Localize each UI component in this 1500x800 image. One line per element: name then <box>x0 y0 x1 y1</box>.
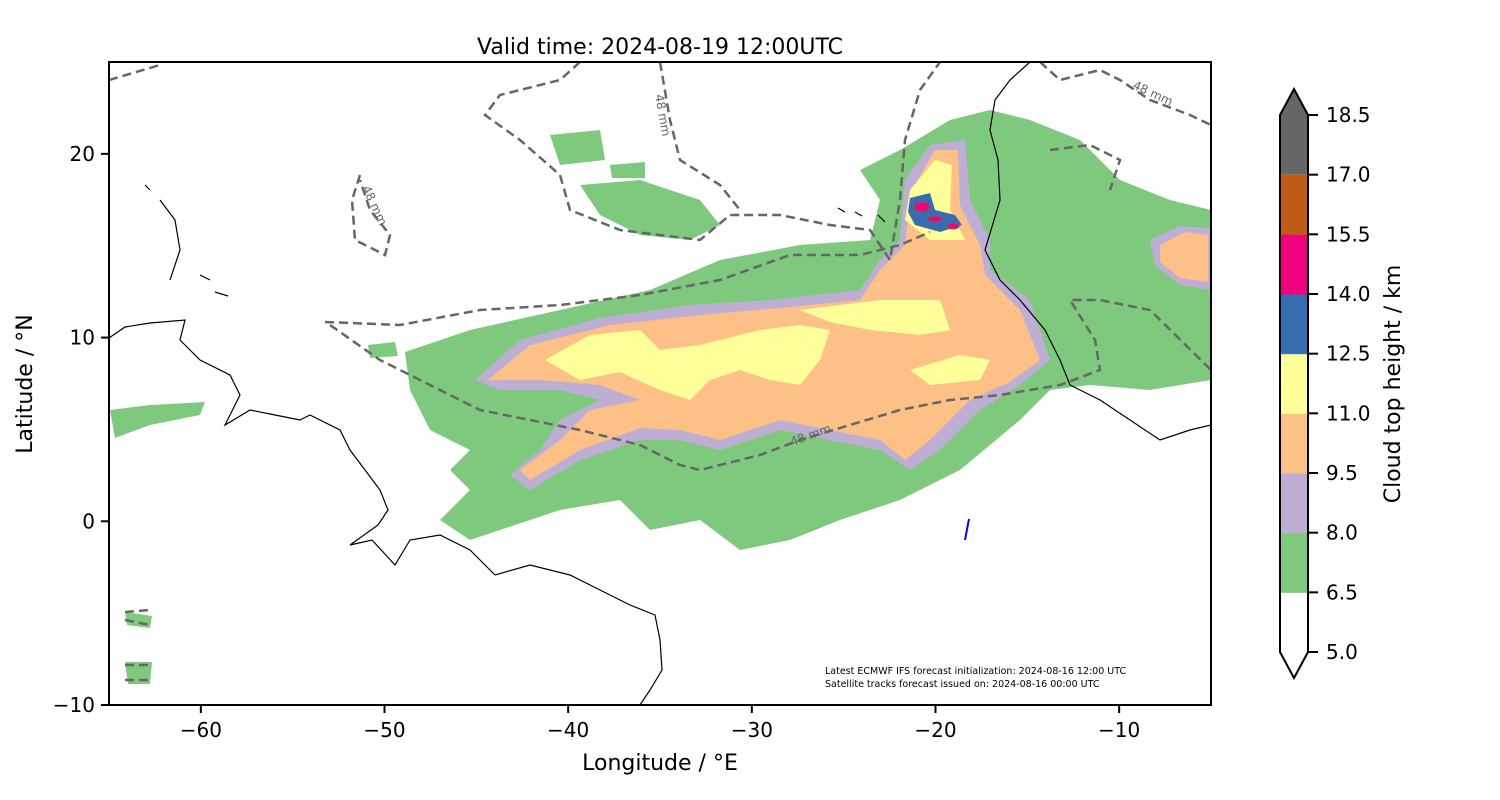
colorbar-segment <box>1280 294 1308 355</box>
colorbar-tick-label: 11.0 <box>1326 401 1371 425</box>
colorbar-segment <box>1280 532 1308 593</box>
x-axis-ticks: −60 −50 −40 −30 −20 −10 <box>180 705 1140 742</box>
contour-label: 48 mm <box>1131 78 1175 109</box>
colorbar-segment <box>1280 353 1308 414</box>
colorbar-segment <box>1280 174 1308 235</box>
cloud-field-9.5-11 <box>488 150 1208 480</box>
colorbar-segment <box>1280 592 1308 678</box>
colorbar-tick-label: 8.0 <box>1326 521 1358 545</box>
plot-frame <box>108 61 1212 706</box>
colorbar: 5.0 6.5 8.0 9.5 11.0 12.5 14.0 15.5 17.0 18.5 <box>1279 86 1371 681</box>
y-axis-label: Latitude / °N <box>13 314 38 453</box>
map-area: 48 mm 48 mm 48 mm 48 mm <box>109 62 1211 705</box>
y-tick-label: 20 <box>70 142 95 166</box>
x-tick-label: −30 <box>731 718 773 742</box>
colorbar-segment <box>1280 413 1308 474</box>
colorbar-tick-label: 14.0 <box>1326 282 1371 306</box>
precip-contour-48mm <box>109 62 1211 682</box>
colorbar-tick-label: 9.5 <box>1326 461 1358 485</box>
chart-title: Valid time: 2024-08-19 12:00UTC <box>477 35 843 60</box>
y-tick-label: 0 <box>82 509 95 533</box>
colorbar-segment <box>1280 89 1308 175</box>
x-tick-label: −10 <box>1098 718 1140 742</box>
contour-label: 48 mm <box>359 183 390 227</box>
colorbar-label: Cloud top height / km <box>1381 265 1406 504</box>
colorbar-segment <box>1280 234 1308 295</box>
contour-label: 48 mm <box>652 93 673 137</box>
colorbar-tick-label: 15.5 <box>1326 222 1371 246</box>
coastlines <box>109 62 1211 705</box>
x-tick-label: −50 <box>363 718 405 742</box>
x-tick-label: −40 <box>547 718 589 742</box>
colorbar-tick-label: 17.0 <box>1326 163 1371 187</box>
colorbar-tick-label: 18.5 <box>1326 103 1371 127</box>
colorbar-tick-label: 5.0 <box>1326 640 1358 664</box>
annotation-satellite-tracks: Satellite tracks forecast issued on: 202… <box>825 679 1100 690</box>
colorbar-segment <box>1280 473 1308 534</box>
x-axis-label: Longitude / °E <box>582 751 738 776</box>
y-tick-label: 10 <box>70 326 95 350</box>
annotation-forecast-init: Latest ECMWF IFS forecast initialization… <box>825 666 1126 677</box>
y-axis-ticks: −10 0 10 20 <box>53 142 109 717</box>
y-tick-label: −10 <box>53 693 95 717</box>
satellite-track <box>964 518 970 541</box>
colorbar-tick-label: 12.5 <box>1326 342 1371 366</box>
x-tick-label: −60 <box>180 718 222 742</box>
x-tick-label: −20 <box>914 718 956 742</box>
cloud-field-14-15.5 <box>913 201 960 230</box>
colorbar-tick-label: 6.5 <box>1326 580 1358 604</box>
